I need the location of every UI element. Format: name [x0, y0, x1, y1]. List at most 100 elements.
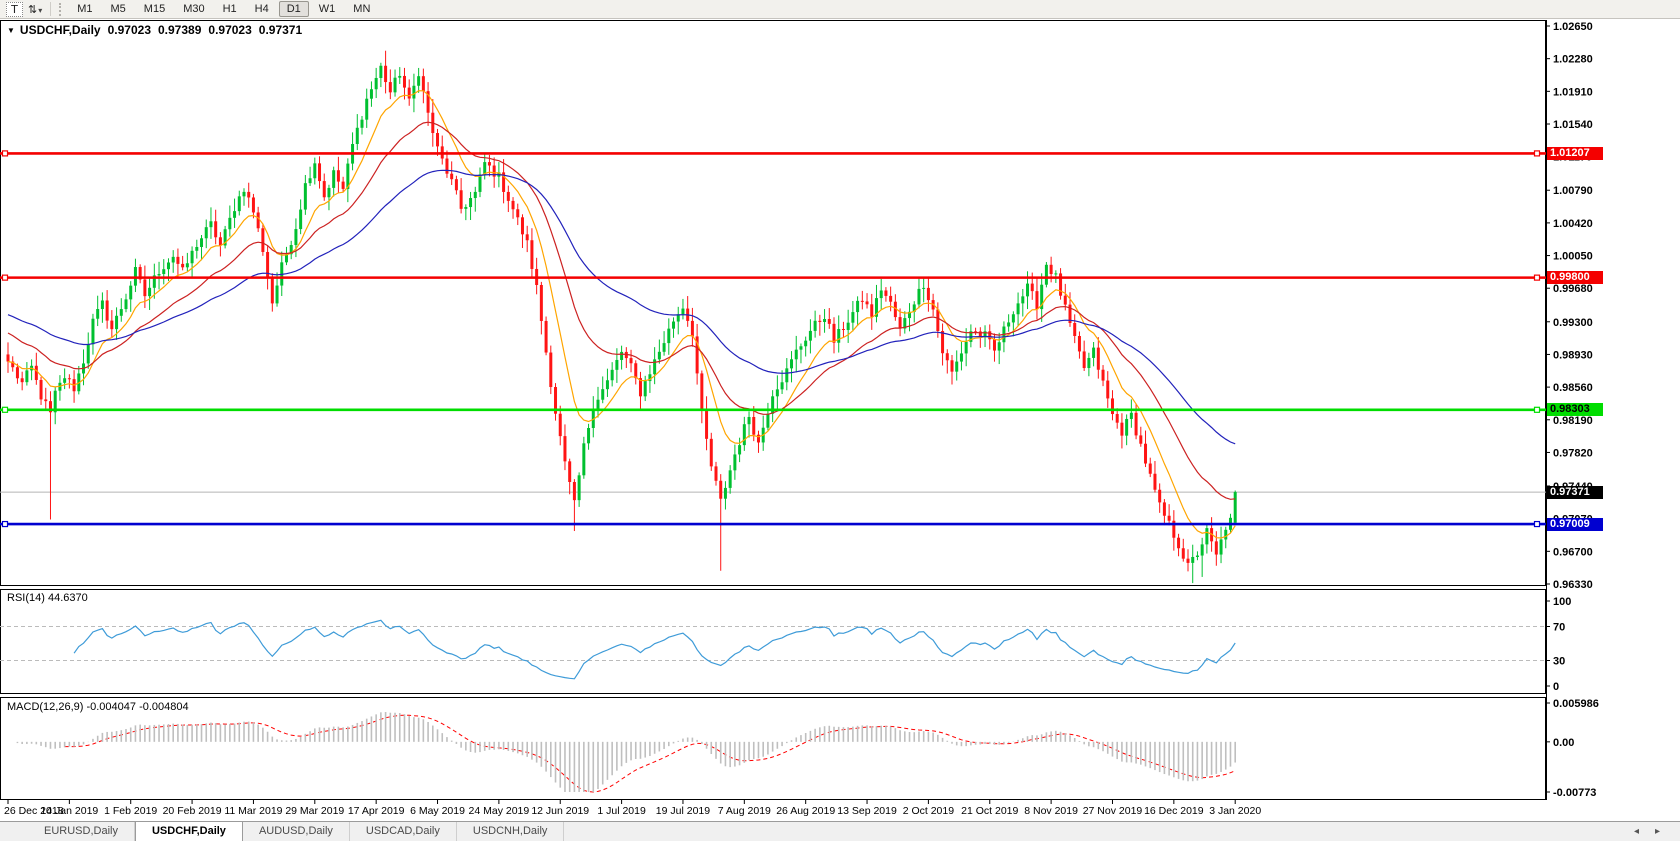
- timeframe-button-w1[interactable]: W1: [311, 1, 344, 17]
- chart-tab-usdcad[interactable]: USDCAD,Daily: [350, 822, 457, 841]
- line-handle[interactable]: [1, 274, 9, 281]
- chart-tab-audusd[interactable]: AUDUSD,Daily: [243, 822, 350, 841]
- svg-text:19 Jul 2019: 19 Jul 2019: [656, 805, 710, 817]
- svg-text:0: 0: [1553, 681, 1559, 693]
- timeframe-buttons: M1 M5 M15 M30 H1 H4 D1 W1 MN: [68, 1, 379, 17]
- svg-text:14 Jan 2019: 14 Jan 2019: [40, 805, 98, 817]
- timeframe-button-m30[interactable]: M30: [175, 1, 212, 17]
- rsi-panel: [0, 589, 1546, 694]
- line-handle[interactable]: [1, 520, 9, 528]
- macd-indicator-label: MACD(12,26,9) -0.004047 -0.004804: [7, 701, 189, 713]
- macd-panel: [0, 697, 1546, 800]
- line-handle[interactable]: [1, 150, 9, 157]
- svg-text:0.99680: 0.99680: [1553, 283, 1593, 295]
- line-handle[interactable]: [1533, 520, 1541, 528]
- ma-slow-line: [7, 169, 1236, 445]
- macd-signal-line: [64, 714, 1236, 793]
- svg-text:20 Feb 2019: 20 Feb 2019: [163, 805, 222, 817]
- timeframe-button-m5[interactable]: M5: [103, 1, 134, 17]
- svg-text:0.96700: 0.96700: [1553, 546, 1593, 558]
- timeframe-button-h4[interactable]: H4: [247, 1, 277, 17]
- candles-layer: [6, 50, 1237, 584]
- toolbar-separator: [50, 2, 52, 16]
- svg-text:21 Oct 2019: 21 Oct 2019: [961, 805, 1018, 817]
- svg-text:3 Jan 2020: 3 Jan 2020: [1209, 805, 1261, 817]
- line-handle[interactable]: [1533, 406, 1541, 413]
- rsi-panel-content: 100 70 30 0: [0, 596, 1571, 693]
- price-line-label: 0.99800: [1547, 271, 1603, 285]
- svg-text:0.97820: 0.97820: [1553, 447, 1593, 459]
- current-price-label: 0.97371: [1547, 485, 1603, 499]
- timeframe-button-m15[interactable]: M15: [136, 1, 173, 17]
- cursor-tool-button[interactable]: ⇅▾: [25, 2, 45, 17]
- price-axis-labels: 1.026501.022801.019101.015401.011701.007…: [1546, 21, 1593, 591]
- svg-text:-0.00773: -0.00773: [1553, 787, 1596, 799]
- timeframe-button-mn[interactable]: MN: [345, 1, 378, 17]
- svg-text:16 Dec 2019: 16 Dec 2019: [1144, 805, 1204, 817]
- svg-text:0.99300: 0.99300: [1553, 317, 1593, 329]
- ohlc-low: 0.97023: [208, 23, 252, 37]
- cursor-tool-icon: ⇅: [28, 2, 38, 16]
- macd-histogram: [16, 712, 1236, 792]
- svg-text:8 Nov 2019: 8 Nov 2019: [1024, 805, 1078, 817]
- svg-text:29 Mar 2019: 29 Mar 2019: [285, 805, 344, 817]
- ma-fast-line: [7, 90, 1236, 539]
- svg-text:1 Feb 2019: 1 Feb 2019: [104, 805, 157, 817]
- chart-dropdown-icon[interactable]: ▼: [7, 26, 15, 35]
- text-tool-button[interactable]: T: [6, 1, 23, 17]
- timeframe-button-m1[interactable]: M1: [69, 1, 100, 17]
- toolbar: T ⇅▾ M1 M5 M15 M30 H1 H4 D1 W1 MN: [0, 0, 1680, 19]
- svg-text:0.00: 0.00: [1553, 737, 1574, 749]
- macd-panel-content: 0.005986 0.00 -0.00773: [64, 698, 1599, 799]
- chart-tab-usdcnh[interactable]: USDCNH,Daily: [457, 822, 565, 841]
- ohlc-high: 0.97389: [158, 23, 202, 37]
- svg-text:30: 30: [1553, 656, 1565, 668]
- toolbar-grip[interactable]: [59, 2, 64, 16]
- ohlc-close: 0.97371: [258, 23, 303, 37]
- svg-text:12 Jun 2019: 12 Jun 2019: [531, 805, 589, 817]
- line-handle[interactable]: [1533, 150, 1541, 157]
- svg-text:0.98190: 0.98190: [1553, 415, 1593, 427]
- svg-text:1.00420: 1.00420: [1553, 218, 1593, 230]
- svg-text:0.98560: 0.98560: [1553, 382, 1593, 394]
- timeframe-button-d1[interactable]: D1: [278, 1, 309, 17]
- line-handle[interactable]: [1533, 274, 1541, 281]
- price-line-label: 1.01207: [1547, 146, 1603, 160]
- svg-text:1.00790: 1.00790: [1553, 185, 1593, 197]
- main-chart-panel: [0, 20, 1546, 586]
- svg-text:2 Oct 2019: 2 Oct 2019: [903, 805, 955, 817]
- tabs-scroll: ◂ ▸: [1634, 822, 1680, 841]
- tabs-holder: EURUSD,Daily USDCHF,Daily AUDUSD,Daily USDC…: [28, 822, 565, 841]
- svg-text:7 Aug 2019: 7 Aug 2019: [718, 805, 771, 817]
- svg-text:6 May 2019: 6 May 2019: [410, 805, 465, 817]
- svg-text:17 Apr 2019: 17 Apr 2019: [348, 805, 405, 817]
- svg-text:24 May 2019: 24 May 2019: [469, 805, 530, 817]
- svg-text:26 Dec 2018: 26 Dec 2018: [4, 805, 64, 817]
- svg-text:70: 70: [1553, 622, 1565, 634]
- rsi-line: [73, 619, 1236, 680]
- svg-text:1.02280: 1.02280: [1553, 54, 1593, 66]
- svg-text:0.98930: 0.98930: [1553, 349, 1593, 361]
- timeframe-button-h1[interactable]: H1: [215, 1, 245, 17]
- chart-tab-eurusd[interactable]: EURUSD,Daily: [28, 822, 135, 841]
- svg-text:13 Sep 2019: 13 Sep 2019: [837, 805, 897, 817]
- symbol-name: USDCHF,Daily: [19, 23, 101, 37]
- chart-tabs: EURUSD,Daily USDCHF,Daily AUDUSD,Daily USDC…: [0, 821, 1680, 841]
- chevron-down-icon: ▾: [38, 5, 43, 15]
- ma-medium-line: [7, 121, 1236, 500]
- svg-text:1.02650: 1.02650: [1553, 21, 1593, 33]
- svg-text:1 Jul 2019: 1 Jul 2019: [597, 805, 646, 817]
- svg-text:11 Mar 2019: 11 Mar 2019: [224, 805, 282, 817]
- chart-canvas[interactable]: 1.026501.022801.019101.015401.011701.007…: [0, 0, 1680, 821]
- tabs-scroll-right-icon[interactable]: ▸: [1654, 826, 1660, 837]
- price-line-label: 0.98303: [1547, 403, 1603, 417]
- price-line-label: 0.97009: [1547, 517, 1603, 531]
- svg-text:100: 100: [1553, 596, 1571, 608]
- chart-tab-usdchf[interactable]: USDCHF,Daily: [134, 822, 243, 841]
- svg-text:0.005986: 0.005986: [1553, 698, 1599, 710]
- svg-text:1.00050: 1.00050: [1553, 251, 1593, 263]
- svg-text:1.01910: 1.01910: [1553, 86, 1593, 98]
- line-handle[interactable]: [1, 406, 9, 413]
- tabs-scroll-left-icon[interactable]: ◂: [1633, 826, 1639, 837]
